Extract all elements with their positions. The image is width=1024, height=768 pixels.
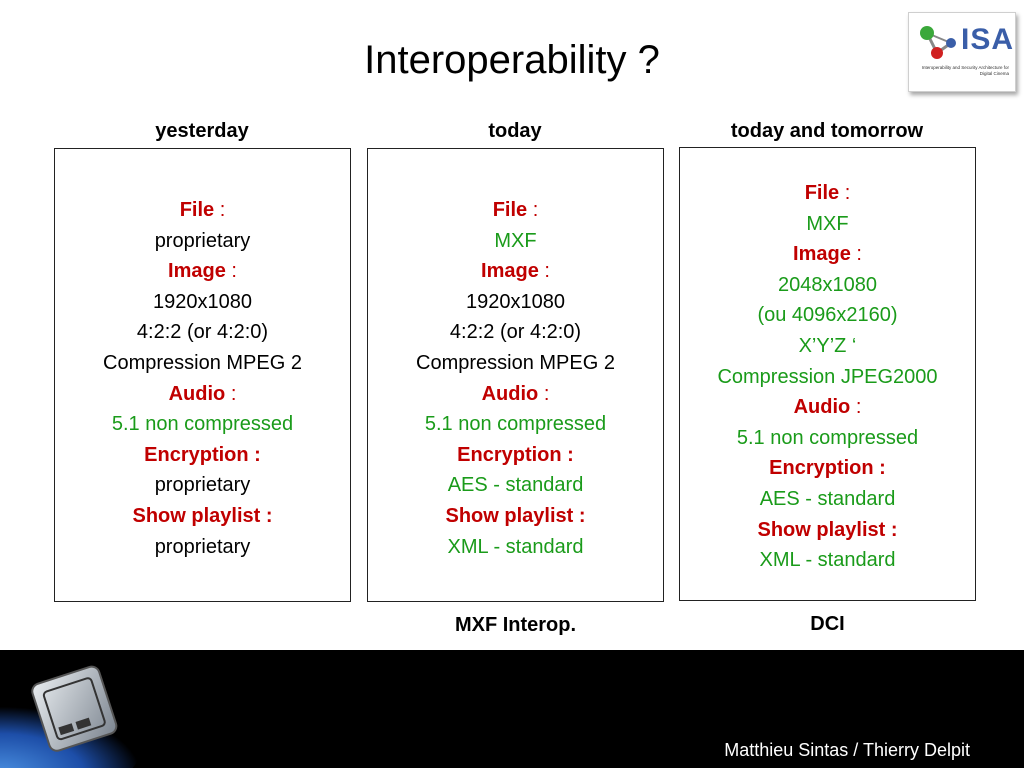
playlist-value: XML - standard — [447, 535, 584, 558]
image-row: Image : — [168, 260, 237, 283]
file-label: File — [179, 199, 215, 221]
spec-box-today: File : MXF Image : 1920x1080 4:2:2 (or 4… — [367, 148, 664, 602]
file-row: File : — [804, 182, 851, 204]
spec-box-today-and-tomorrow: File : MXF Image : 2048x1080 (ou 4096x21… — [679, 147, 976, 601]
encryption-value: AES - standard — [447, 474, 584, 497]
image-resolution: 1920x1080 — [466, 290, 565, 313]
footer-band — [0, 650, 1024, 768]
image-row: Image : — [481, 260, 550, 283]
image-label: Image — [481, 260, 539, 283]
playlist-label: Show playlist : — [445, 504, 586, 527]
audio-label: Audio — [168, 382, 226, 405]
footer-label-mxf-interop: MXF Interop. — [454, 614, 577, 636]
image-resolution: 2048x1080 — [778, 273, 877, 296]
column-heading-today: today — [488, 120, 542, 142]
file-value: MXF — [806, 212, 849, 235]
playlist-value: proprietary — [154, 535, 251, 558]
cube-decoration-icon — [0, 665, 140, 768]
audio-label: Audio — [793, 396, 851, 419]
column-heading-today-and-tomorrow: today and tomorrow — [730, 120, 924, 142]
audio-row: Audio : — [168, 382, 237, 405]
image-chroma: 4:2:2 (or 4:2:0) — [136, 321, 269, 344]
image-compression: Compression MPEG 2 — [416, 351, 615, 374]
image-label: Image — [793, 243, 851, 266]
audio-row: Audio : — [481, 382, 550, 405]
encryption-label: Encryption : — [144, 443, 261, 466]
footer-label-dci: DCI — [810, 613, 845, 635]
encryption-value: AES - standard — [759, 487, 896, 510]
encryption-label: Encryption : — [457, 443, 574, 466]
audio-value: 5.1 non compressed — [736, 426, 919, 449]
image-chroma: 4:2:2 (or 4:2:0) — [449, 321, 582, 344]
molecule-icon — [920, 26, 956, 59]
playlist-label: Show playlist : — [757, 518, 898, 541]
file-value: MXF — [494, 229, 537, 252]
playlist-value: XML - standard — [759, 549, 896, 572]
author-credit: Matthieu Sintas / Thierry Delpit — [724, 740, 970, 760]
audio-row: Audio : — [793, 396, 862, 419]
encryption-value: proprietary — [154, 474, 251, 497]
slide-title: Interoperability ? — [364, 38, 660, 82]
isa-logo: ISA Interoperability and Security Archit… — [908, 12, 1016, 92]
file-label: File — [804, 182, 840, 204]
image-compression: Compression JPEG2000 — [717, 365, 938, 388]
audio-label: Audio — [481, 382, 539, 405]
file-row: File : — [179, 199, 226, 221]
logo-text: ISA — [961, 23, 1015, 56]
image-compression: Compression MPEG 2 — [103, 351, 302, 374]
logo-subtitle: Interoperability and Security Architectu… — [921, 65, 1009, 76]
audio-value: 5.1 non compressed — [111, 413, 294, 436]
playlist-label: Show playlist : — [132, 504, 273, 527]
spec-box-yesterday: File : proprietary Image : 1920x1080 4:2… — [54, 148, 351, 602]
image-resolution: 1920x1080 — [153, 290, 252, 313]
image-resolution-alt: (ou 4096x2160) — [757, 304, 898, 327]
image-row: Image : — [793, 243, 862, 266]
column-heading-yesterday: yesterday — [155, 120, 249, 142]
audio-value: 5.1 non compressed — [424, 413, 607, 436]
image-label: Image — [168, 260, 226, 283]
encryption-label: Encryption : — [769, 457, 886, 480]
image-colorspace: X’Y’Z ‘ — [798, 334, 857, 357]
file-value: proprietary — [154, 229, 251, 252]
file-label: File — [492, 199, 528, 221]
file-row: File : — [492, 199, 539, 221]
